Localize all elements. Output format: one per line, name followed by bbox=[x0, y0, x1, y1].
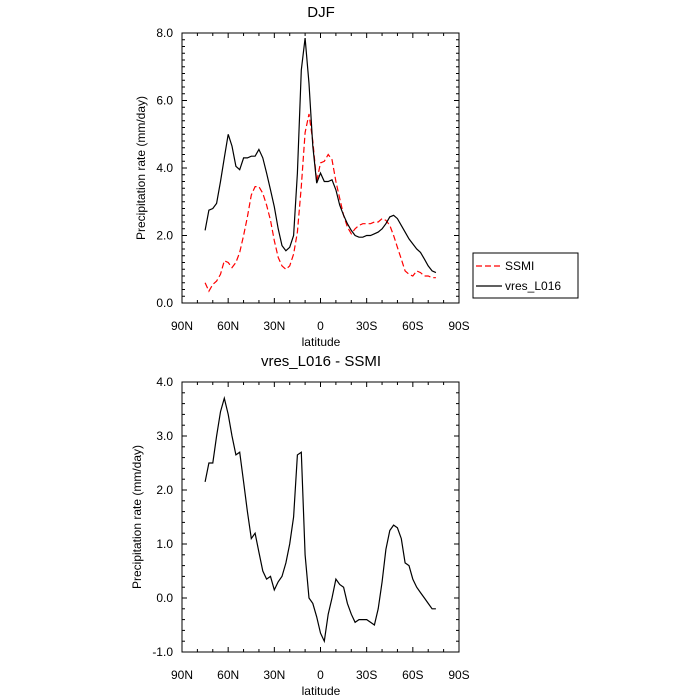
x-tick-label: 90N bbox=[171, 668, 193, 682]
chart-djf: DJF 90N 60N 30N 0 30S 60S 90S 0.0 2.0 4.… bbox=[134, 4, 579, 349]
x-tick-label: 30S bbox=[356, 319, 377, 333]
x-tick-labels: 90N 60N 30N 0 30S 60S 90S bbox=[171, 319, 470, 333]
y-tick-label: 2.0 bbox=[156, 483, 173, 497]
x-tick-label: 60N bbox=[217, 668, 239, 682]
x-tick-label: 30N bbox=[263, 319, 285, 333]
y-tick-label: 2.0 bbox=[156, 229, 173, 243]
y-tick-label: 4.0 bbox=[156, 161, 173, 175]
x-tick-label: 90S bbox=[448, 319, 469, 333]
legend-label-ssmi: SSMI bbox=[505, 259, 534, 273]
x-tick-label: 90N bbox=[171, 319, 193, 333]
x-tick-label: 0 bbox=[317, 319, 324, 333]
y-tick-label: 4.0 bbox=[156, 375, 173, 389]
x-axis-label: latitude bbox=[302, 335, 341, 349]
x-tick-label: 60N bbox=[217, 319, 239, 333]
x-tick-label: 30S bbox=[356, 668, 377, 682]
series-line-difference bbox=[204, 395, 436, 644]
chart-difference: vres_L016 - SSMI 90N 60N 30N 0 30S 60S 9… bbox=[130, 353, 470, 698]
chart-title: DJF bbox=[307, 4, 335, 21]
y-tick-label: 3.0 bbox=[156, 429, 173, 443]
y-tick-label: 1.0 bbox=[156, 537, 173, 551]
y-tick-label: 0.0 bbox=[156, 296, 173, 310]
y-tick-label: 6.0 bbox=[156, 94, 173, 108]
plot-frame bbox=[181, 381, 460, 653]
tick-marks bbox=[181, 32, 460, 304]
legend-label-vres-l016: vres_L016 bbox=[505, 279, 561, 293]
x-tick-labels: 90N 60N 30N 0 30S 60S 90S bbox=[171, 668, 470, 682]
x-tick-label: 60S bbox=[402, 319, 423, 333]
y-tick-labels: 0.0 2.0 4.0 6.0 8.0 bbox=[156, 26, 173, 310]
y-axis-label: Precipitation rate (mm/day) bbox=[134, 96, 148, 240]
legend-box bbox=[472, 252, 579, 299]
y-tick-labels: -1.0 0.0 1.0 2.0 3.0 4.0 bbox=[152, 375, 173, 659]
x-tick-label: 60S bbox=[402, 668, 423, 682]
series-line-ssmi bbox=[204, 113, 436, 293]
x-tick-label: 90S bbox=[448, 668, 469, 682]
x-tick-label: 0 bbox=[317, 668, 324, 682]
y-tick-label: 0.0 bbox=[156, 591, 173, 605]
y-tick-label: 8.0 bbox=[156, 26, 173, 40]
legend: SSMI vres_L016 bbox=[472, 252, 579, 299]
plot-frame bbox=[181, 32, 460, 304]
y-tick-label: -1.0 bbox=[152, 645, 173, 659]
y-axis-label: Precipitation rate (mm/day) bbox=[130, 445, 144, 589]
series-line-vres-l016 bbox=[204, 38, 437, 274]
x-tick-label: 30N bbox=[263, 668, 285, 682]
chart-title: vres_L016 - SSMI bbox=[261, 353, 381, 370]
tick-marks bbox=[181, 381, 460, 653]
x-axis-label: latitude bbox=[302, 684, 341, 698]
